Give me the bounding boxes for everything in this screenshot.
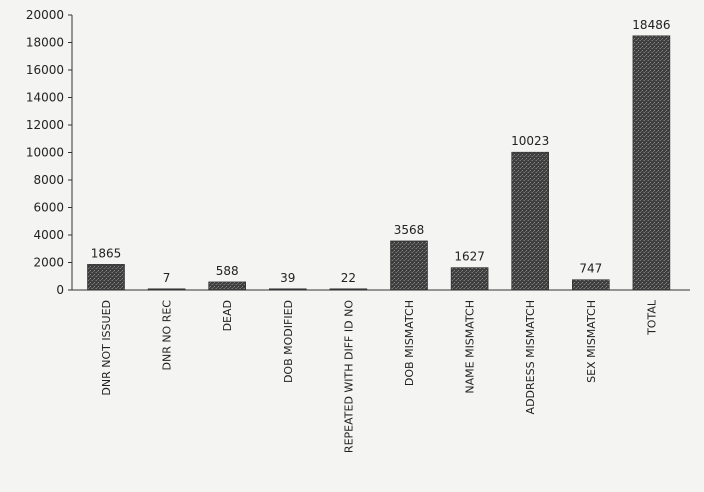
y-tick-label: 0 bbox=[56, 283, 64, 297]
category-label: ADDRESS MISMATCH bbox=[524, 300, 537, 414]
y-tick-label: 6000 bbox=[33, 201, 64, 215]
data-label: 747 bbox=[579, 262, 602, 276]
y-tick-label: 2000 bbox=[33, 256, 64, 270]
bars bbox=[87, 35, 671, 291]
data-label: 1627 bbox=[454, 250, 485, 264]
category-label: DNR NO REC bbox=[161, 300, 174, 371]
category-label: DEAD bbox=[221, 300, 234, 331]
bar bbox=[147, 288, 186, 291]
bar bbox=[268, 288, 307, 291]
data-label: 22 bbox=[341, 271, 356, 285]
data-label: 3568 bbox=[394, 223, 425, 237]
category-label: DOB MODIFIED bbox=[282, 300, 295, 383]
category-label: TOTAL bbox=[645, 299, 658, 336]
data-label: 588 bbox=[216, 264, 239, 278]
y-tick-label: 12000 bbox=[26, 118, 64, 132]
data-label: 18486 bbox=[632, 18, 670, 32]
y-tick-label: 14000 bbox=[26, 91, 64, 105]
data-label: 10023 bbox=[511, 134, 549, 148]
bar bbox=[511, 151, 550, 291]
bar bbox=[329, 288, 368, 291]
y-tick-label: 8000 bbox=[33, 173, 64, 187]
bar bbox=[450, 267, 489, 291]
bar bbox=[571, 279, 610, 291]
category-label: REPEATED WITH DIFF ID NO bbox=[342, 300, 355, 453]
y-tick-label: 18000 bbox=[26, 36, 64, 50]
category-label: SEX MISMATCH bbox=[585, 300, 598, 383]
bar bbox=[87, 264, 125, 291]
category-labels: DNR NOT ISSUED DNR NO REC DEAD DOB MODIFIED… bbox=[100, 299, 658, 453]
data-label: 1865 bbox=[91, 246, 122, 260]
y-tick-label: 4000 bbox=[33, 228, 64, 242]
category-label: NAME MISMATCH bbox=[464, 300, 477, 394]
bar bbox=[390, 240, 428, 291]
data-labels: 1865 7 588 39 22 3568 1627 10023 747 18486 bbox=[91, 18, 671, 285]
y-tick-label: 20000 bbox=[26, 8, 64, 22]
category-label: DNR NOT ISSUED bbox=[100, 300, 113, 396]
data-label: 7 bbox=[163, 271, 171, 285]
bar bbox=[208, 281, 246, 291]
data-label: 39 bbox=[280, 271, 295, 285]
y-tick-label: 10000 bbox=[26, 146, 64, 160]
y-axis: 0 2000 4000 6000 8000 10000 12000 14000 16000 180… bbox=[26, 8, 73, 297]
bar bbox=[632, 35, 671, 291]
category-label: DOB MISMATCH bbox=[403, 300, 416, 386]
y-tick-label: 16000 bbox=[26, 63, 64, 77]
